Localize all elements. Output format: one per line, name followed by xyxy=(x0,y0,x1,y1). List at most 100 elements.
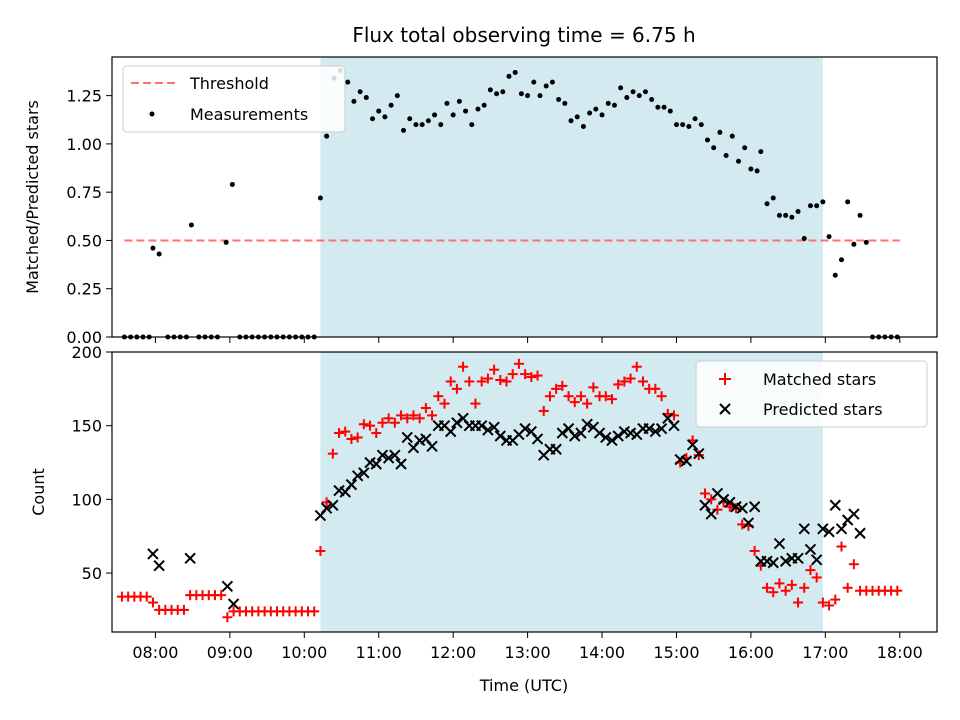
measurement-point xyxy=(568,118,574,124)
matched-star-point xyxy=(811,572,822,583)
measurement-point xyxy=(324,133,330,139)
measurement-point xyxy=(531,79,537,85)
y-tick-label: 1.00 xyxy=(66,135,102,154)
matched-star-point xyxy=(439,398,450,409)
matched-star-point xyxy=(569,397,580,408)
measurement-point xyxy=(376,108,382,114)
matched-star-point xyxy=(147,597,158,608)
measurement-point xyxy=(845,199,851,205)
predicted-star-point xyxy=(823,526,835,538)
matched-star-point xyxy=(563,391,574,402)
predicted-star-point xyxy=(358,467,370,479)
predicted-star-point xyxy=(792,552,804,565)
matched-star-point xyxy=(427,410,438,421)
measurement-point xyxy=(698,122,704,128)
measurement-point xyxy=(525,93,531,99)
measurement-point xyxy=(711,145,717,151)
predicted-star-point xyxy=(153,559,165,572)
y-tick-label: 1.25 xyxy=(66,87,102,106)
predicted-star-point xyxy=(600,431,612,444)
matched-star-point xyxy=(358,419,369,430)
matched-star-point xyxy=(532,370,543,381)
predicted-star-point xyxy=(382,452,395,464)
count-legend-box xyxy=(695,360,928,428)
matched-star-point xyxy=(309,606,320,617)
measurement-point xyxy=(188,222,194,228)
ratio-y-axis: 0.00 0.25 0.50 0.75 1.00 1.25 xyxy=(66,87,112,347)
measurement-point xyxy=(770,195,776,201)
matched-star-point xyxy=(216,590,227,601)
predicted-star-point xyxy=(798,523,810,535)
ratio-x-axis-ticks xyxy=(154,337,901,343)
predicted-star-point xyxy=(655,422,668,435)
matched-star-point xyxy=(420,403,431,413)
measurement-point xyxy=(599,112,605,118)
x-tick-label: 17:00 xyxy=(802,643,848,662)
matched-star-point xyxy=(178,604,189,615)
matched-star-point xyxy=(433,391,444,402)
predicted-star-point xyxy=(680,455,693,467)
ratio-legend: Threshold Measurements xyxy=(122,65,346,133)
matched-star-point xyxy=(650,383,661,394)
matched-star-point xyxy=(402,413,413,424)
matched-star-point xyxy=(538,405,549,416)
matched-star-point xyxy=(520,369,531,380)
ratio-panel: 0.00 0.25 0.50 0.75 1.00 1.25 Flux total obse… xyxy=(23,23,938,347)
predicted-star-points xyxy=(147,412,866,610)
measurement-point xyxy=(494,91,500,97)
predicted-star-point xyxy=(575,427,587,439)
matched-star-point xyxy=(793,597,804,608)
x-tick-label: 12:00 xyxy=(430,643,476,662)
predicted-star-point xyxy=(717,493,730,506)
predicted-star-point xyxy=(742,517,755,529)
y-tick-label: 0.50 xyxy=(66,231,102,250)
measurement-point xyxy=(642,89,648,95)
predicted-star-point xyxy=(451,417,463,429)
x-tick-label: 14:00 xyxy=(579,643,625,662)
x-tick-label: 09:00 xyxy=(207,643,253,662)
predicted-star-point xyxy=(606,434,618,447)
observing-window-band xyxy=(320,57,823,337)
predicted-star-point xyxy=(550,443,562,455)
count-x-axis: 08:00 09:00 10:00 11:00 12:00 13:00 14:00 15:00… xyxy=(132,632,923,662)
count-legend: Matched stars Predicted stars xyxy=(695,360,928,428)
measurement-point xyxy=(624,95,630,101)
matched-star-point xyxy=(346,433,357,444)
predicted-star-point xyxy=(699,499,711,511)
measurement-point xyxy=(593,106,599,112)
measurement-point xyxy=(680,122,686,128)
predicted-star-point xyxy=(519,422,531,435)
predicted-star-point xyxy=(773,537,786,550)
matched-star-point xyxy=(476,376,487,387)
measurement-point xyxy=(764,201,770,207)
measurement-point xyxy=(537,93,543,99)
measurement-point xyxy=(807,203,813,209)
matched-star-point xyxy=(371,428,382,439)
matched-star-point xyxy=(315,545,326,556)
measurement-point xyxy=(419,122,425,128)
predicted-star-point xyxy=(147,548,159,560)
predicted-star-point xyxy=(531,433,544,445)
measurement-point xyxy=(838,257,844,263)
matched-star-point xyxy=(222,612,233,623)
measurement-point xyxy=(456,98,462,104)
measurement-point xyxy=(463,108,469,114)
matched-star-point xyxy=(458,361,469,372)
measurement-point xyxy=(692,116,698,122)
y-tick-label: 0.00 xyxy=(66,328,102,347)
matched-star-point xyxy=(451,383,462,394)
measurement-point xyxy=(851,241,857,247)
measurement-point xyxy=(574,114,580,120)
matched-star-point xyxy=(352,432,363,443)
matched-star-point xyxy=(749,545,760,556)
predicted-star-point xyxy=(327,499,339,511)
measurement-point xyxy=(500,89,506,95)
measurement-point xyxy=(150,245,156,251)
measurement-points xyxy=(121,68,900,340)
matched-star-point xyxy=(700,488,711,499)
measurement-point xyxy=(229,181,235,187)
predicted-star-point xyxy=(810,554,823,566)
measurement-point xyxy=(438,122,444,128)
measurement-point xyxy=(562,100,568,106)
measurement-point xyxy=(729,133,735,139)
